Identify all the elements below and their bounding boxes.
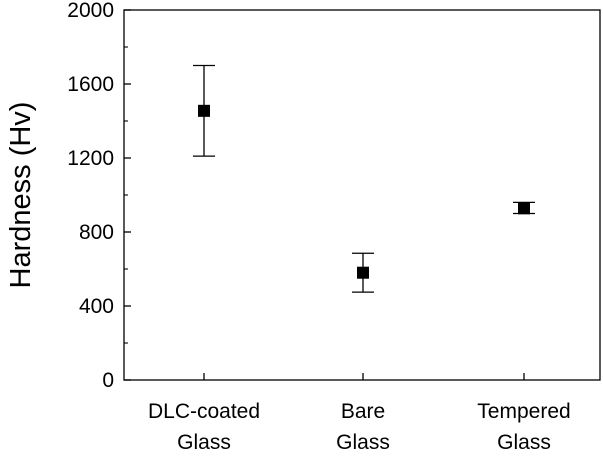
data-point-marker bbox=[357, 266, 369, 279]
x-category-label-line: Glass bbox=[177, 431, 231, 454]
x-category-label-line: Glass bbox=[497, 431, 551, 454]
data-point-marker bbox=[198, 104, 210, 117]
tick-labels: 0 400 800 1200 1600 2000 DLC-coated Glass Bare Gl… bbox=[67, 0, 570, 454]
x-category-label-line: Tempered bbox=[477, 400, 570, 423]
y-tick-label: 1600 bbox=[67, 73, 114, 96]
data-marks bbox=[193, 64, 535, 293]
x-category-label: Tempered Glass bbox=[477, 400, 570, 454]
tick-marks bbox=[124, 9, 525, 381]
y-axis-title: Hardness (Hv) bbox=[5, 102, 37, 289]
x-category-label-line: DLC-coated bbox=[148, 400, 260, 423]
x-category-label-line: Bare bbox=[341, 400, 385, 423]
data-point-marker bbox=[518, 202, 530, 215]
x-category-label: Bare Glass bbox=[336, 400, 390, 454]
y-tick-label: 800 bbox=[79, 221, 114, 244]
x-category-label: DLC-coated Glass bbox=[148, 400, 260, 454]
y-tick-label: 2000 bbox=[67, 0, 114, 22]
x-category-label-line: Glass bbox=[336, 431, 390, 454]
y-tick-label: 1200 bbox=[67, 147, 114, 170]
y-tick-label: 0 bbox=[102, 369, 114, 392]
y-tick-label: 400 bbox=[79, 295, 114, 318]
